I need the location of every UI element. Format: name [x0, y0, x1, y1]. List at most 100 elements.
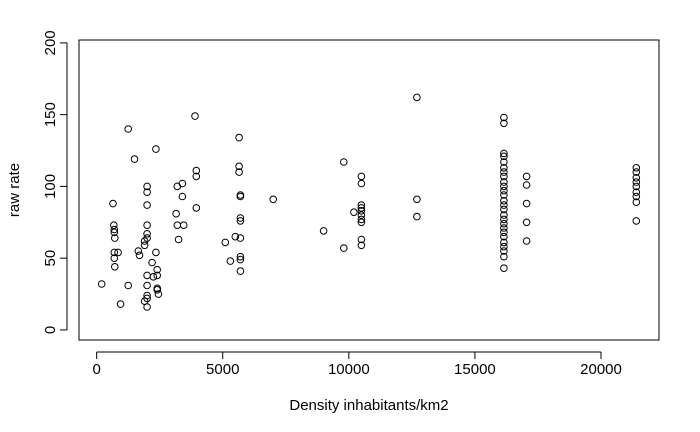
x-axis-title: Density inhabitants/km2 — [289, 397, 448, 414]
data-point — [350, 208, 358, 216]
data-point — [148, 258, 156, 267]
data-point — [357, 215, 366, 224]
data-point — [134, 247, 143, 255]
data-point — [632, 192, 641, 201]
data-point — [632, 178, 641, 186]
data-point — [413, 93, 421, 102]
data-point — [500, 224, 508, 232]
data-point — [500, 215, 508, 224]
data-point — [143, 230, 151, 238]
data-point — [522, 181, 531, 189]
y-axis-title: raw rate — [6, 163, 23, 217]
data-point — [110, 254, 119, 263]
data-point — [500, 228, 508, 237]
data-point — [632, 182, 641, 191]
data-point — [110, 225, 119, 234]
data-point — [143, 281, 151, 290]
data-point — [236, 255, 245, 264]
data-points — [97, 93, 641, 311]
data-point — [116, 300, 125, 308]
y-tick-label: 200 — [42, 30, 59, 55]
data-point — [632, 198, 641, 206]
data-point — [110, 248, 119, 257]
data-point — [124, 125, 132, 133]
data-point — [236, 217, 245, 225]
data-point — [235, 168, 243, 176]
data-point — [357, 201, 366, 209]
data-point — [500, 211, 508, 219]
data-point — [143, 188, 151, 196]
data-point — [357, 207, 366, 215]
data-point — [110, 228, 119, 237]
y-tick-label: 100 — [42, 174, 59, 199]
data-point — [143, 221, 151, 229]
data-point — [140, 241, 149, 250]
data-point — [319, 227, 328, 235]
data-point — [236, 214, 245, 222]
data-point — [632, 168, 641, 176]
data-point — [357, 204, 366, 212]
data-point — [135, 251, 144, 260]
data-point — [174, 235, 183, 244]
data-point — [413, 195, 421, 204]
data-point — [154, 290, 163, 298]
data-point — [236, 191, 245, 199]
data-point — [357, 179, 366, 188]
data-point — [143, 303, 151, 311]
data-point — [500, 264, 508, 273]
data-point — [235, 133, 243, 142]
data-point — [178, 179, 187, 188]
data-point — [152, 145, 160, 153]
data-point — [192, 166, 201, 175]
data-point — [522, 172, 531, 181]
data-point — [236, 252, 245, 261]
data-point — [143, 291, 151, 300]
x-tick-label: 5000 — [206, 361, 239, 378]
data-point — [173, 221, 182, 229]
y-axis: 0 50 100 150 200 — [42, 30, 68, 334]
data-point — [109, 199, 117, 208]
data-point — [500, 182, 508, 191]
data-point — [500, 219, 508, 228]
data-point — [500, 252, 508, 261]
data-point — [226, 257, 235, 265]
data-point — [500, 178, 508, 186]
data-point — [153, 286, 161, 294]
plot-area-border — [78, 39, 660, 341]
data-point — [143, 294, 151, 303]
data-point — [500, 119, 508, 128]
data-point — [192, 204, 201, 212]
data-point — [340, 244, 348, 252]
data-point — [500, 232, 508, 241]
data-point — [413, 212, 421, 221]
data-point — [357, 218, 366, 227]
data-point — [357, 241, 366, 250]
data-point — [153, 265, 161, 274]
data-point — [178, 192, 187, 201]
data-point — [191, 112, 199, 120]
data-point — [236, 192, 245, 201]
y-tick-label: 0 — [42, 326, 59, 334]
data-point — [500, 152, 508, 161]
data-point — [172, 209, 180, 218]
data-point — [500, 158, 508, 166]
data-point — [357, 235, 366, 244]
data-point — [500, 191, 508, 199]
data-point — [500, 205, 508, 214]
data-point — [124, 281, 132, 290]
x-tick-label: 10000 — [328, 361, 370, 378]
data-point — [500, 242, 508, 251]
x-axis: 0 5000 10000 15000 20000 — [92, 351, 622, 378]
data-point — [236, 267, 245, 275]
data-point — [97, 280, 106, 288]
y-tick-label: 50 — [42, 250, 59, 267]
data-point — [143, 201, 151, 209]
data-point — [500, 201, 508, 209]
data-point — [632, 217, 641, 225]
data-point — [522, 237, 531, 245]
data-point — [269, 195, 278, 204]
data-point — [110, 221, 118, 229]
data-point — [143, 182, 151, 191]
data-point — [500, 164, 508, 172]
data-point — [632, 188, 641, 196]
